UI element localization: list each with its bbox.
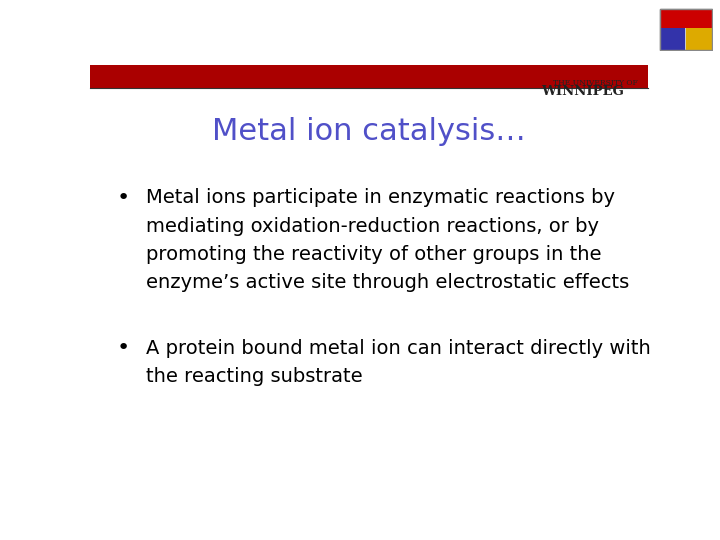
- Text: Metal ions participate in enzymatic reactions by: Metal ions participate in enzymatic reac…: [145, 188, 615, 207]
- Text: promoting the reactivity of other groups in the: promoting the reactivity of other groups…: [145, 245, 601, 264]
- Bar: [686, 28, 711, 50]
- Text: enzyme’s active site through electrostatic effects: enzyme’s active site through electrostat…: [145, 273, 629, 292]
- Text: mediating oxidation-reduction reactions, or by: mediating oxidation-reduction reactions,…: [145, 217, 599, 235]
- Text: WINNIPEG: WINNIPEG: [541, 85, 624, 98]
- Text: THE UNIVERSITY OF: THE UNIVERSITY OF: [553, 79, 638, 87]
- Bar: [660, 28, 685, 50]
- Text: Metal ion catalysis…: Metal ion catalysis…: [212, 117, 526, 146]
- Text: the reacting substrate: the reacting substrate: [145, 367, 362, 386]
- Text: •: •: [117, 339, 130, 359]
- Text: •: •: [117, 188, 130, 208]
- Bar: [90, 65, 648, 87]
- Bar: [660, 9, 711, 28]
- Text: A protein bound metal ion can interact directly with: A protein bound metal ion can interact d…: [145, 339, 651, 358]
